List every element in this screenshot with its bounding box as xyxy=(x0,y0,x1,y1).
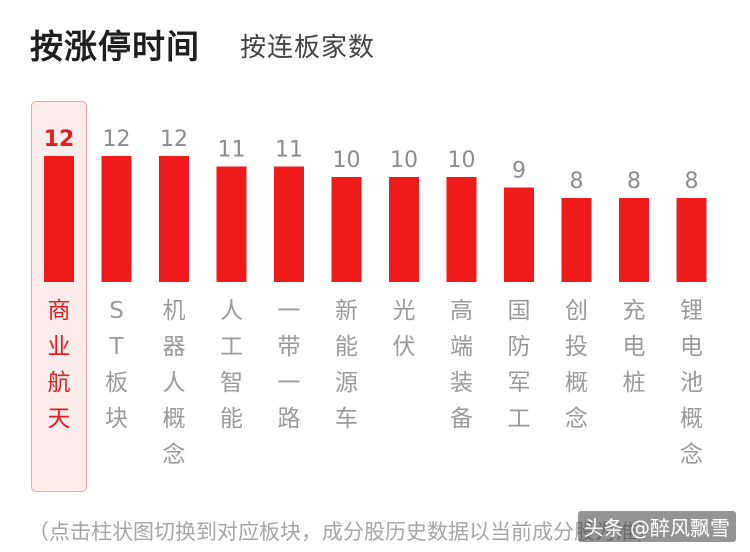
footer-note: （点击柱状图切换到对应板块，成分股历史数据以当前成分股为准） xyxy=(28,520,658,544)
bar-value-4: 11 xyxy=(275,138,303,163)
bar-11[interactable] xyxy=(676,198,707,282)
category-label-8[interactable]: 国防军工 xyxy=(508,298,531,432)
watermark: 头条 @醉风飘雪 xyxy=(577,511,736,542)
bar-value-10: 8 xyxy=(627,169,641,194)
category-label-10[interactable]: 充电桩 xyxy=(623,298,646,396)
category-label-2[interactable]: 机器人概念 xyxy=(163,298,186,468)
bar-value-7: 10 xyxy=(448,148,476,173)
tab-by-consecutive-boards[interactable]: 按连板家数 xyxy=(240,33,376,63)
category-label-5[interactable]: 新能源车 xyxy=(335,298,358,432)
category-label-6[interactable]: 光伏 xyxy=(393,298,416,360)
category-label-9[interactable]: 创投概念 xyxy=(565,298,588,432)
bar-10[interactable] xyxy=(619,198,649,282)
bar-8[interactable] xyxy=(504,187,534,283)
category-label-11[interactable]: 锂电池概念 xyxy=(680,298,703,468)
tab-by-limit-up-time[interactable]: 按涨停时间 xyxy=(30,27,200,66)
category-label-0[interactable]: 商业航天 xyxy=(48,298,71,432)
bar-5[interactable] xyxy=(331,177,362,282)
category-label-3[interactable]: 人工智能 xyxy=(220,298,243,432)
category-label-7[interactable]: 高端装备 xyxy=(450,298,473,432)
bar-4[interactable] xyxy=(274,166,304,283)
bar-3[interactable] xyxy=(216,166,247,283)
bar-0[interactable] xyxy=(44,156,74,282)
category-label-1[interactable]: S T 板块 xyxy=(105,298,128,432)
bar-7[interactable] xyxy=(446,177,477,282)
sector-bar-chart[interactable]: 12 商业航天 12 S T 板块 12 机器人概念 11 人工智能 11 一带一路 10 新能源车 10 光… xyxy=(0,96,750,500)
bar-value-3: 11 xyxy=(218,138,246,163)
bar-value-0: 12 xyxy=(44,127,75,152)
bar-value-5: 10 xyxy=(333,148,361,173)
bar-value-9: 8 xyxy=(570,169,584,194)
bar-value-11: 8 xyxy=(685,169,699,194)
category-label-4[interactable]: 一带一路 xyxy=(278,298,301,432)
bar-9[interactable] xyxy=(561,198,592,282)
bar-1[interactable] xyxy=(101,156,132,282)
bar-2[interactable] xyxy=(159,156,189,282)
bar-6[interactable] xyxy=(389,177,419,282)
bar-value-1: 12 xyxy=(103,127,131,152)
bar-value-2: 12 xyxy=(160,127,188,152)
bar-value-8: 9 xyxy=(512,159,526,184)
bar-value-6: 10 xyxy=(390,148,418,173)
